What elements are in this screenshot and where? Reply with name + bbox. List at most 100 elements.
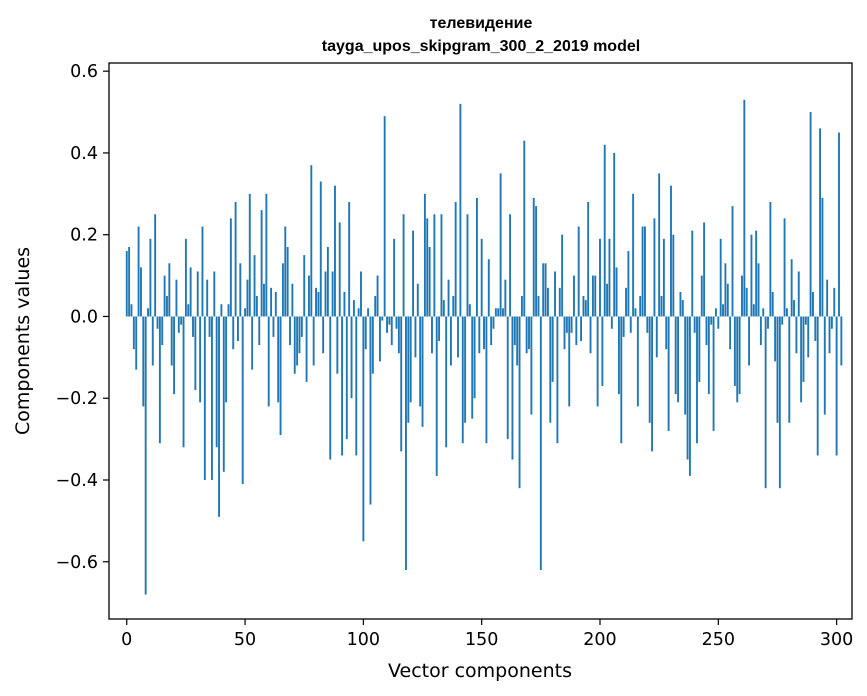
bar bbox=[421, 316, 424, 427]
bar bbox=[168, 263, 171, 317]
bar bbox=[731, 206, 734, 317]
y-axis-ticks: −0.6 −0.4 −0.2 0.0 0.2 0.4 0.6 bbox=[56, 62, 109, 573]
x-tick-label: 0 bbox=[121, 630, 132, 650]
bar bbox=[260, 210, 263, 317]
bar bbox=[807, 316, 810, 358]
bar bbox=[738, 316, 741, 395]
bar bbox=[286, 246, 289, 317]
bar bbox=[125, 251, 128, 317]
bar bbox=[717, 316, 720, 329]
bar bbox=[776, 316, 779, 423]
bar bbox=[435, 316, 438, 476]
bar bbox=[620, 316, 623, 444]
y-tick-label: 0.2 bbox=[70, 226, 98, 246]
bar bbox=[397, 316, 400, 354]
bar bbox=[584, 300, 587, 317]
bar bbox=[748, 316, 751, 366]
bar bbox=[177, 316, 180, 333]
bar bbox=[402, 214, 405, 317]
bar bbox=[613, 152, 616, 317]
bar bbox=[350, 316, 353, 399]
bar bbox=[608, 238, 611, 317]
bar bbox=[617, 316, 620, 395]
bar bbox=[797, 271, 800, 317]
bar bbox=[646, 316, 649, 333]
bar bbox=[565, 316, 568, 333]
bar bbox=[667, 316, 670, 431]
bar bbox=[752, 304, 755, 317]
bar bbox=[774, 316, 777, 362]
bar bbox=[625, 287, 627, 317]
bar bbox=[736, 316, 739, 403]
bar bbox=[192, 316, 194, 337]
bar bbox=[378, 316, 381, 362]
bar bbox=[733, 316, 736, 386]
bar bbox=[381, 316, 384, 321]
bar bbox=[660, 296, 663, 317]
bar bbox=[615, 267, 618, 317]
bar bbox=[352, 300, 355, 317]
bar bbox=[812, 291, 814, 317]
bar bbox=[698, 316, 701, 382]
bar bbox=[757, 263, 760, 317]
bar bbox=[296, 316, 299, 366]
bar bbox=[544, 263, 547, 317]
bar bbox=[341, 316, 344, 456]
bar bbox=[132, 316, 135, 350]
y-tick-label: 0.6 bbox=[70, 62, 98, 82]
bar bbox=[251, 316, 254, 370]
bar bbox=[440, 214, 443, 317]
bar bbox=[707, 316, 710, 395]
bar bbox=[298, 316, 301, 354]
bar bbox=[634, 308, 637, 317]
bar bbox=[762, 308, 765, 317]
bar bbox=[270, 287, 273, 317]
bar bbox=[599, 238, 601, 317]
bar bbox=[523, 140, 526, 317]
bar bbox=[225, 316, 228, 403]
bar bbox=[461, 316, 464, 444]
bar bbox=[769, 202, 772, 317]
bar bbox=[253, 255, 256, 317]
bar bbox=[819, 128, 821, 317]
bar bbox=[830, 316, 833, 329]
bar bbox=[334, 185, 336, 317]
bar bbox=[329, 316, 332, 460]
y-tick-label: −0.6 bbox=[56, 553, 99, 573]
bar bbox=[570, 316, 573, 333]
bar bbox=[719, 238, 722, 317]
bar bbox=[816, 316, 819, 456]
bar bbox=[802, 316, 805, 382]
plot-frame bbox=[108, 62, 853, 620]
bar bbox=[175, 279, 178, 317]
bar bbox=[355, 316, 358, 456]
bar bbox=[833, 287, 836, 317]
bar bbox=[386, 316, 388, 333]
bar bbox=[170, 316, 173, 366]
bar bbox=[447, 279, 450, 317]
bar bbox=[412, 230, 415, 317]
bar bbox=[208, 316, 211, 337]
bar bbox=[800, 316, 803, 403]
bar bbox=[291, 283, 294, 317]
bar bbox=[305, 316, 308, 382]
bar bbox=[196, 271, 199, 317]
bar bbox=[244, 308, 246, 317]
bar bbox=[151, 316, 154, 366]
bar bbox=[781, 316, 784, 325]
bar-series bbox=[125, 99, 843, 595]
bar bbox=[189, 267, 192, 317]
bar bbox=[449, 316, 452, 366]
bar bbox=[303, 255, 306, 317]
bar bbox=[407, 316, 410, 423]
chart-title: телевидение bbox=[430, 15, 533, 32]
bar bbox=[442, 300, 445, 317]
bar bbox=[237, 316, 239, 341]
bar bbox=[589, 316, 592, 354]
bar bbox=[218, 316, 220, 517]
bar bbox=[393, 238, 396, 317]
bar bbox=[726, 283, 729, 317]
bar bbox=[140, 267, 142, 317]
bar bbox=[539, 316, 542, 570]
